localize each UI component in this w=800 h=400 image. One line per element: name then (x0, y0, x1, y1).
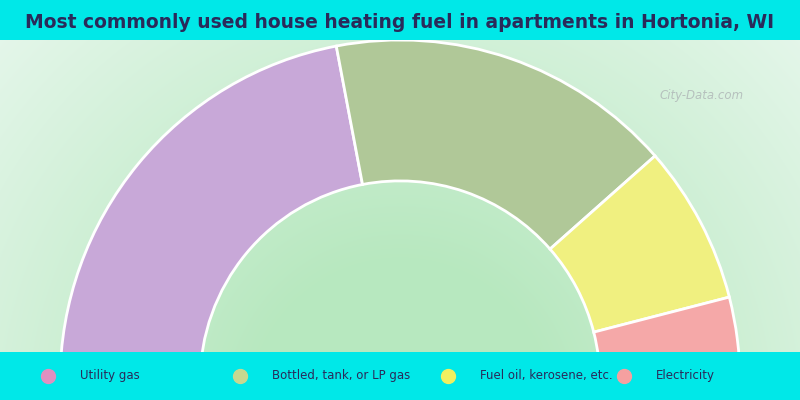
Text: Bottled, tank, or LP gas: Bottled, tank, or LP gas (272, 370, 410, 382)
Text: Electricity: Electricity (656, 370, 715, 382)
Text: Fuel oil, kerosene, etc.: Fuel oil, kerosene, etc. (480, 370, 613, 382)
Wedge shape (336, 40, 655, 249)
Text: Utility gas: Utility gas (80, 370, 140, 382)
Wedge shape (60, 46, 362, 382)
Text: Most commonly used house heating fuel in apartments in Hortonia, WI: Most commonly used house heating fuel in… (26, 12, 774, 32)
Text: City-Data.com: City-Data.com (660, 89, 744, 102)
Wedge shape (594, 297, 740, 382)
Wedge shape (550, 156, 730, 332)
